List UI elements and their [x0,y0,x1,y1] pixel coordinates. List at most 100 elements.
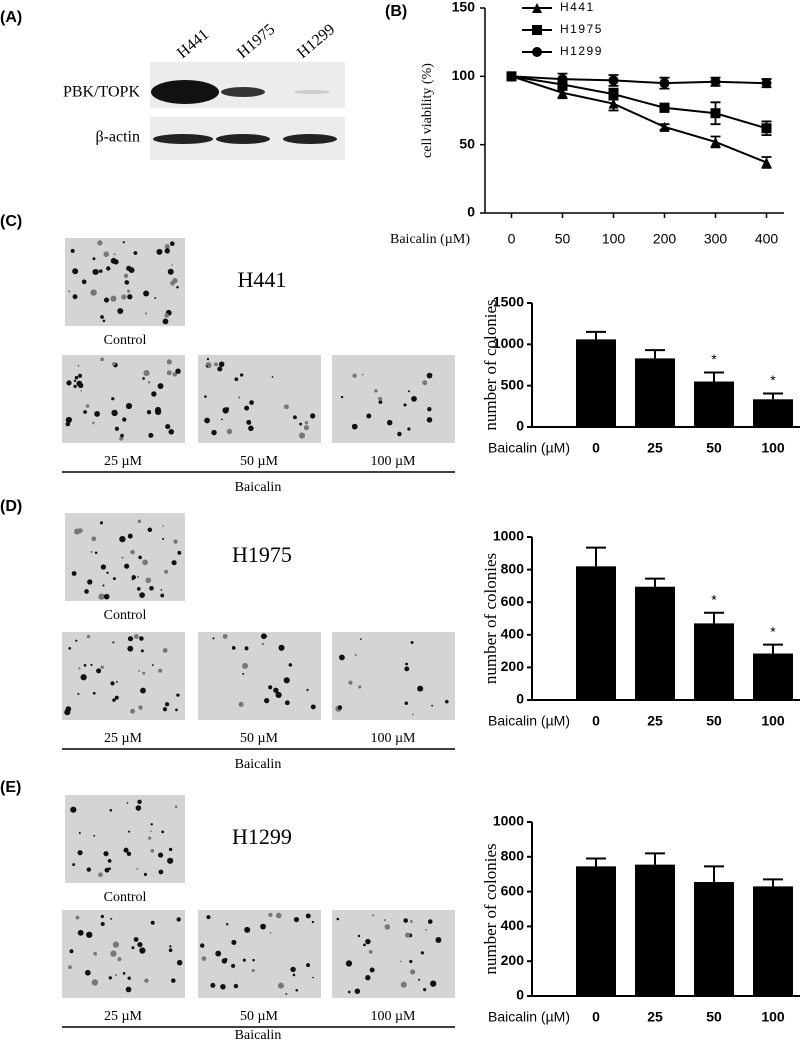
colony-dot [171,264,173,266]
colony-dot [114,695,119,700]
colony-dot [246,419,252,425]
colony-dot [222,634,228,639]
x-tick-label: 100 [761,713,785,729]
colony-dot [384,924,391,930]
cell-line-title: H1975 [232,542,292,567]
colony-dot [409,920,413,923]
colony-dot [304,420,309,425]
colony-dot [171,978,176,983]
colony-dot [217,366,223,372]
colony-dot [130,549,135,555]
bar [635,864,675,996]
treatment-label: Baicalin [235,480,282,495]
significance-mark: * [770,372,776,388]
colony-dot [338,654,345,661]
colony-dot [78,832,81,835]
image-caption: 25 µM [104,731,143,746]
blot-band [221,87,265,97]
colony-dot [156,248,163,255]
image-caption: Control [104,333,147,348]
data-point [506,71,517,82]
colony-dot [65,421,71,427]
colony-dot [410,640,414,644]
colony-dot [136,586,141,591]
colony-dot [92,257,96,261]
x-tick-label: 0 [592,440,600,456]
colony-dot [218,361,225,367]
bar [635,358,675,427]
colony-dot [422,380,428,386]
colony-dot [92,691,96,695]
colony-dot [264,697,270,704]
colony-dot [128,830,131,833]
data-point [608,75,619,86]
data-point [761,78,772,89]
y-tick-label: 50 [459,135,475,151]
colony-dot [303,425,309,431]
colony-dot [306,688,309,692]
colony-dot [98,269,103,273]
colony-dot [172,372,178,377]
blot-band [294,90,330,94]
colony-dot [363,943,366,947]
colony-dot [137,575,140,579]
colony-dot [114,974,118,977]
colony-dot [409,959,413,964]
colony-dot [231,939,237,945]
colony-dot [140,649,144,653]
x-axis-label: Baicalin (µM) [390,232,470,247]
colony-dot [359,638,362,640]
error-bar [586,330,606,340]
colony-dot [215,950,222,957]
y-tick-label: 1500 [493,294,524,310]
colony-dot [176,959,183,966]
colony-photo [62,355,185,443]
colony-dot [98,872,103,878]
colony-dot [411,713,414,716]
bar [694,623,734,700]
colony-dot [299,422,303,426]
colony-dot [158,668,163,673]
legend-marker [532,3,542,13]
colony-dot [100,564,107,570]
data-point [659,121,670,132]
x-tick-label: 25 [647,713,663,729]
colony-dot [147,527,153,533]
colony-dot [106,571,109,574]
x-tick-label: 50 [706,713,722,729]
colony-dot [312,976,314,979]
colony-dot [426,417,433,423]
colony-dot [220,983,226,990]
colony-dot [126,851,132,857]
colony-dot [122,417,127,422]
colony-dot [244,926,251,933]
colony-dot [68,647,72,650]
colony-dot [427,919,433,924]
colony-dot [407,390,410,393]
colony-dot [372,914,375,917]
image-caption: 100 µM [370,731,416,746]
colony-dot [64,709,71,716]
colony-dot [93,834,96,837]
colony-dot [167,268,174,275]
colony-dot [348,680,353,685]
colony-dot [205,362,212,369]
colony-photo [332,355,455,443]
colony-dot [420,951,424,955]
colony-dot [71,571,77,576]
colony-dot [354,988,361,994]
colony-dot [131,575,137,580]
error-bar [586,857,606,867]
colony-dot [93,951,97,956]
y-tick-label: 100 [452,67,476,83]
colony-dot [306,963,311,968]
colony-dot [102,584,105,587]
colony-dot [411,395,417,402]
colony-dot [298,432,306,439]
panel-label: (B) [385,3,407,20]
colony-dot [172,277,178,284]
colony-dot [104,867,110,873]
series-line [511,75,767,85]
colony-dot [139,947,146,954]
colony-dot [155,406,162,413]
